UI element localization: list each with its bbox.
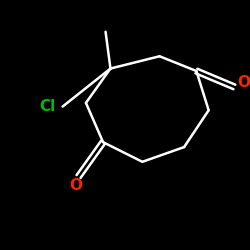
Text: Cl: Cl xyxy=(40,99,56,114)
Text: O: O xyxy=(237,75,250,90)
Text: O: O xyxy=(70,178,82,194)
